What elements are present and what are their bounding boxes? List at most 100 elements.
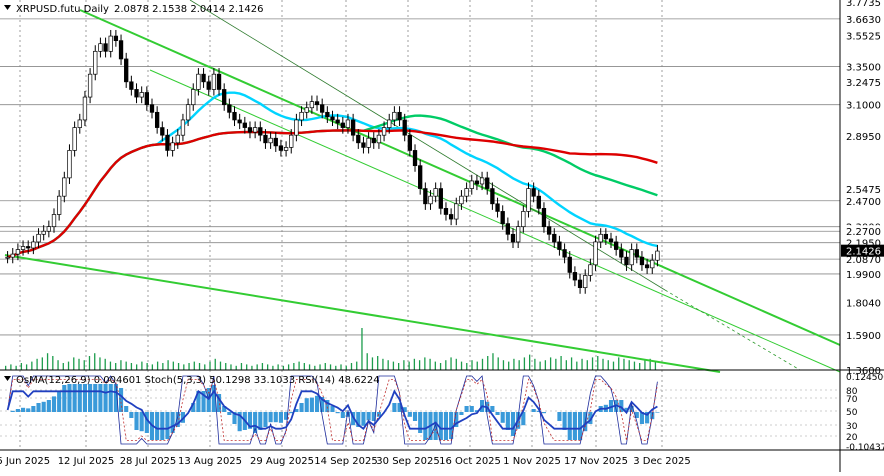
volume-bar bbox=[298, 361, 300, 370]
osma-bar bbox=[268, 412, 273, 423]
candle-body bbox=[495, 203, 500, 212]
volume-bar bbox=[125, 361, 127, 370]
osma-bar bbox=[227, 412, 232, 415]
current-price-label: 2.1426 bbox=[846, 247, 881, 258]
candle-body bbox=[402, 119, 407, 136]
candle-body bbox=[376, 134, 382, 144]
osma-bar bbox=[304, 398, 309, 412]
osma-bar bbox=[510, 412, 516, 436]
indicator-header: OsMA(12,26,9) 0.004601 Stoch(5,3,3) 50.1… bbox=[16, 375, 380, 386]
volume-bar bbox=[492, 353, 494, 370]
indicator-axis-label: -0.104375 bbox=[846, 443, 884, 453]
volume-bar bbox=[141, 361, 143, 370]
candle-body bbox=[464, 188, 469, 197]
candle-body bbox=[428, 195, 433, 205]
osma-bar bbox=[655, 412, 660, 413]
osma-bar bbox=[366, 412, 371, 421]
osma-bar bbox=[345, 412, 351, 417]
level-label: 3.6630 bbox=[846, 15, 881, 26]
osma-bar bbox=[273, 412, 278, 423]
candle-body bbox=[201, 73, 206, 83]
volume-bar bbox=[356, 361, 358, 370]
osma-bar bbox=[541, 412, 547, 414]
candle-body bbox=[608, 238, 614, 243]
candle-body bbox=[361, 142, 366, 148]
osma-bar bbox=[572, 412, 577, 440]
volume-bar bbox=[130, 363, 133, 370]
volume-bar bbox=[481, 358, 484, 370]
volume-bar bbox=[188, 363, 190, 370]
volume-bar bbox=[209, 361, 211, 370]
candle-body bbox=[304, 107, 309, 113]
candle-body bbox=[46, 226, 51, 232]
osma-bar bbox=[500, 412, 505, 423]
volume-bar bbox=[518, 360, 520, 370]
volume-bar bbox=[109, 361, 112, 370]
volume-bar bbox=[377, 356, 379, 370]
level-label-bg bbox=[841, 194, 884, 207]
candle-body bbox=[108, 35, 113, 52]
candle-body bbox=[366, 137, 371, 148]
osma-bar bbox=[320, 397, 325, 412]
volume-bar bbox=[214, 358, 216, 370]
candle-body bbox=[51, 214, 57, 228]
volume-bar bbox=[52, 356, 54, 370]
volume-bar bbox=[529, 354, 531, 370]
candle-body bbox=[67, 150, 72, 179]
volume-bar bbox=[434, 361, 436, 370]
osma-bar bbox=[206, 388, 211, 412]
candle-body bbox=[588, 264, 593, 276]
volume-bar bbox=[67, 361, 70, 370]
candle-body bbox=[242, 122, 247, 128]
volume-bar bbox=[450, 357, 452, 370]
volume-bar bbox=[225, 363, 227, 370]
osma-bar bbox=[26, 408, 31, 412]
candle-body bbox=[407, 134, 413, 151]
osma-bar bbox=[299, 403, 304, 412]
volume-bar bbox=[591, 357, 594, 370]
osma-bar bbox=[335, 412, 340, 414]
candle-body bbox=[144, 92, 149, 106]
volume-bar bbox=[649, 358, 651, 370]
candle-body bbox=[160, 127, 165, 136]
volume-bar bbox=[287, 364, 290, 370]
candle-body bbox=[98, 43, 103, 52]
volume-bar bbox=[466, 363, 468, 370]
candle-body bbox=[289, 134, 294, 148]
osma-bar bbox=[82, 384, 88, 412]
candle-body bbox=[557, 241, 562, 250]
candle-body bbox=[191, 89, 196, 106]
volume-bar bbox=[612, 361, 615, 370]
chart-ohlc-header: 2.0878 2.1538 2.0414 2.1426 bbox=[114, 4, 264, 15]
volume-bar bbox=[15, 365, 17, 370]
candle-body bbox=[72, 127, 77, 151]
candle-body bbox=[634, 249, 639, 258]
volume-bar bbox=[251, 365, 253, 370]
volume-bar bbox=[78, 358, 80, 370]
osma-bar bbox=[645, 412, 650, 424]
volume-bar bbox=[156, 361, 159, 370]
indicator-collapse-arrow-icon[interactable] bbox=[4, 376, 11, 381]
volume-bar bbox=[570, 357, 573, 370]
volume-bar bbox=[235, 365, 237, 370]
candle-body bbox=[583, 275, 588, 289]
osma-bar bbox=[531, 409, 536, 412]
osma-bar bbox=[438, 412, 443, 440]
volume-bar bbox=[628, 360, 630, 370]
volume-bar bbox=[282, 365, 285, 370]
candle-body bbox=[614, 241, 619, 250]
candle-body bbox=[77, 119, 82, 128]
candle-body bbox=[232, 111, 237, 121]
candle-body bbox=[26, 246, 31, 249]
collapse-arrow-icon[interactable] bbox=[4, 5, 11, 10]
osma-bar bbox=[108, 384, 113, 412]
candle-body bbox=[309, 101, 315, 109]
candle-body bbox=[577, 279, 583, 289]
candle-body bbox=[479, 177, 485, 185]
volume-bar bbox=[120, 360, 122, 370]
price-tick-label: 1.8040 bbox=[846, 298, 881, 309]
volume-bar bbox=[439, 363, 442, 370]
